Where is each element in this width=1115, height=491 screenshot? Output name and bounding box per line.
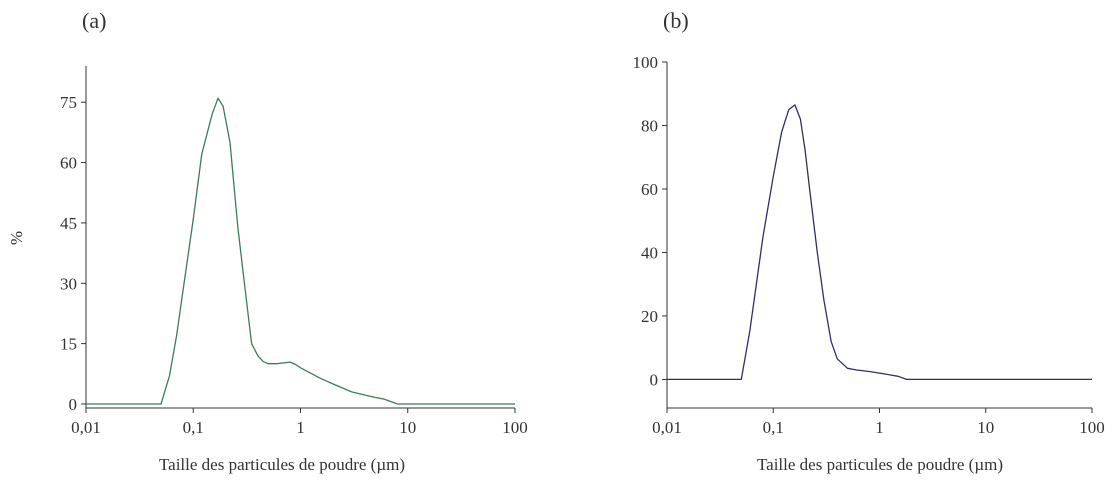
- panel-label: (a): [82, 8, 106, 33]
- y-tick-label: 20: [641, 307, 658, 326]
- x-axis-label: Taille des particules de poudre (µm): [757, 455, 1003, 474]
- y-axis-label: %: [7, 231, 26, 245]
- y-tick-label: 60: [641, 180, 658, 199]
- y-tick-label: 75: [60, 93, 77, 112]
- y-tick-label: 100: [633, 53, 659, 72]
- chart-panel-b: (b) 0 20 40 60 80 100 0,01 0,1 1 10 100 Taille de…: [633, 8, 1105, 474]
- x-tick-label: 1: [296, 418, 305, 437]
- x-tick-label: 0,01: [71, 418, 101, 437]
- x-tick-label: 100: [502, 418, 528, 437]
- x-tick-label: 0,01: [652, 418, 682, 437]
- y-tick-label: 30: [60, 274, 77, 293]
- y-tick-label: 0: [69, 395, 78, 414]
- x-tick-label: 100: [1079, 418, 1105, 437]
- y-tick-label: 15: [60, 335, 77, 354]
- series-line: [667, 104, 1092, 381]
- y-ticks: 0 15 30 45 60 75: [60, 93, 86, 414]
- y-tick-label: 40: [641, 243, 658, 262]
- y-tick-label: 60: [60, 154, 77, 173]
- x-tick-label: 0,1: [763, 418, 784, 437]
- panel-label: (b): [663, 8, 689, 33]
- y-ticks: 0 20 40 60 80 100: [633, 53, 667, 389]
- x-tick-label: 10: [399, 418, 416, 437]
- x-tick-label: 0,1: [183, 418, 204, 437]
- series-line: [86, 97, 515, 405]
- x-axis-label: Taille des particules de poudre (µm): [159, 455, 405, 474]
- x-ticks: 0,01 0,1 1 10 100: [71, 408, 528, 437]
- y-tick-label: 80: [641, 116, 658, 135]
- chart-panel-a: (a) 0 15 30 45 60 75 0,01 0,1 1 10 100 Taille des…: [7, 8, 528, 474]
- y-tick-label: 0: [650, 370, 659, 389]
- x-tick-label: 10: [977, 418, 994, 437]
- x-tick-label: 1: [875, 418, 884, 437]
- x-ticks: 0,01 0,1 1 10 100: [652, 408, 1105, 437]
- y-tick-label: 45: [60, 214, 77, 233]
